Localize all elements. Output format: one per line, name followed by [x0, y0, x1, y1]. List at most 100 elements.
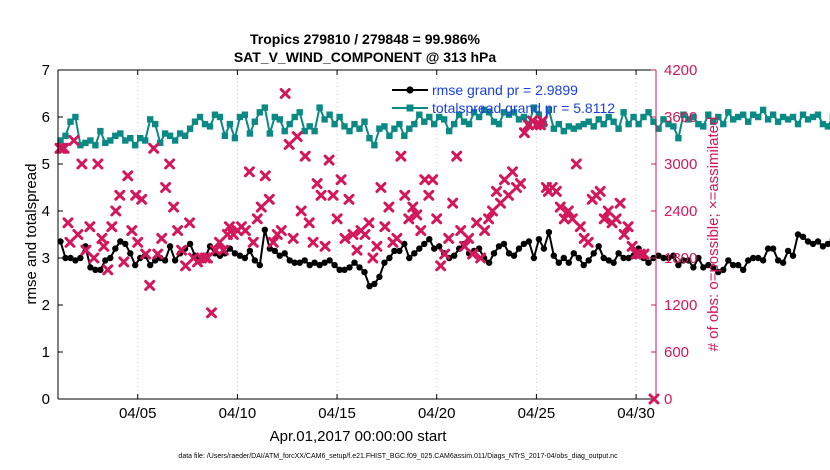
rmse-point [92, 266, 99, 273]
spread-point [351, 120, 358, 128]
y-left-tick-label: 1 [42, 344, 50, 361]
obs-marker [459, 240, 471, 252]
spread-point [705, 111, 712, 118]
spread-point [655, 125, 662, 132]
spread-point [281, 127, 288, 135]
spread-point [301, 127, 308, 135]
rmse-point [545, 229, 553, 236]
rmse-point [570, 250, 577, 257]
obs-marker [68, 135, 80, 146]
rmse-point [804, 238, 812, 245]
rmse-point [819, 243, 827, 250]
legend-spread-marker [406, 104, 414, 112]
obs-marker [114, 189, 126, 201]
spread-point [500, 109, 508, 116]
spread-point [725, 109, 732, 116]
rmse-point [311, 259, 318, 266]
obs-marker [399, 189, 411, 201]
rmse-point [321, 259, 328, 266]
spread-point [326, 111, 333, 118]
rmse-point [246, 247, 254, 255]
obs-marker [295, 205, 307, 217]
spread-point [645, 109, 652, 116]
spread-point [266, 130, 273, 137]
rmse-point [540, 245, 548, 252]
rmse-point [675, 261, 682, 269]
spread-point [441, 116, 448, 123]
rmse-point [715, 268, 722, 276]
rmse-point [505, 250, 513, 257]
spread-point [585, 118, 592, 125]
obs-marker [339, 232, 351, 244]
rmse-point [789, 252, 797, 259]
obs-marker [467, 248, 479, 260]
obs-marker [335, 174, 347, 186]
obs-marker [106, 221, 118, 233]
rmse-point [610, 259, 617, 266]
spread-point [381, 123, 388, 130]
spread-point [371, 142, 378, 149]
rmse-point [316, 261, 323, 269]
spread-point [356, 125, 363, 132]
obs-marker [62, 217, 74, 229]
rmse-point [520, 240, 528, 248]
spread-point [311, 127, 318, 135]
spread-point [520, 113, 528, 121]
obs-marker [327, 189, 339, 201]
spread-point [211, 111, 219, 118]
rmse-point [132, 261, 139, 269]
rmse-point [286, 257, 293, 264]
rmse-point [336, 266, 343, 273]
spread-point [446, 127, 453, 135]
spread-point [715, 113, 722, 121]
spread-point [735, 113, 742, 121]
obs-marker [136, 193, 148, 205]
rmse-point [406, 254, 413, 262]
obs-marker [383, 201, 395, 213]
obs-marker [407, 201, 419, 213]
obs-marker [239, 225, 251, 237]
rmse-point [769, 245, 777, 252]
spread-point [720, 120, 727, 128]
spread-point [341, 123, 348, 130]
obs-marker [144, 279, 156, 291]
rmse-point [112, 245, 119, 252]
spread-point [610, 118, 617, 125]
obs-marker [570, 158, 582, 170]
spread-point [510, 109, 518, 116]
rmse-point [774, 257, 782, 264]
spread-point [650, 118, 657, 125]
obs-marker [443, 232, 455, 244]
spread-point [221, 132, 229, 139]
obs-marker [479, 225, 491, 237]
y-left-tick-label: 3 [42, 250, 50, 267]
rmse-point [585, 257, 592, 264]
rmse-point [615, 250, 622, 257]
spread-point [625, 120, 632, 128]
spread-point [261, 104, 268, 111]
obs-marker [291, 131, 303, 143]
spread-point [251, 118, 258, 125]
spread-point [376, 125, 383, 132]
spread-point [161, 130, 169, 137]
spread-point [122, 137, 129, 144]
spread-point [152, 120, 159, 128]
obs-marker [562, 205, 574, 217]
spread-point [605, 113, 612, 121]
rmse-point [326, 257, 333, 264]
obs-marker [427, 174, 439, 186]
rmse-point [759, 257, 767, 264]
spread-point [112, 132, 119, 139]
obs-marker [359, 229, 371, 240]
rmse-point [755, 254, 762, 262]
obs-marker [299, 150, 311, 162]
rmse-point [147, 261, 154, 269]
obs-marker [395, 150, 407, 162]
rmse-point [560, 254, 567, 262]
obs-marker [475, 252, 487, 264]
spread-point [824, 123, 830, 130]
spread-point [171, 137, 179, 144]
obs-marker [98, 240, 110, 252]
spread-point [710, 118, 717, 125]
rmse-point [625, 254, 632, 262]
